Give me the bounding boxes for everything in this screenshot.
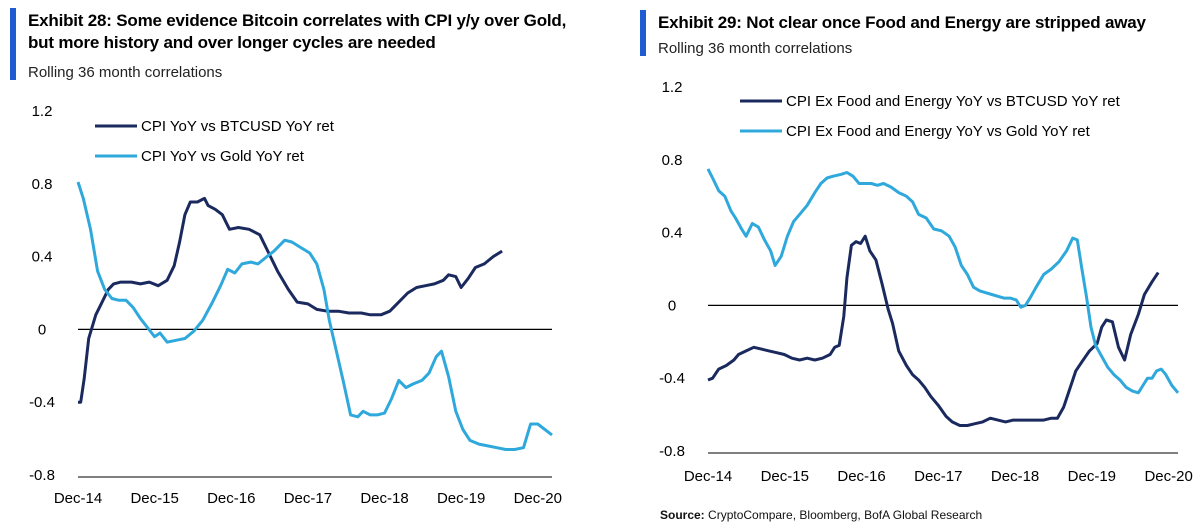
x-tick-label: Dec-20 [1144, 468, 1192, 485]
y-tick-label: 0 [668, 297, 676, 314]
exhibit-28-chart: 1.2 0.8 0.4 0 -0.4 -0.8 Dec-14 Dec-15 Dec-16 Dec-… [29, 103, 562, 507]
x-tick-label: Dec-16 [207, 490, 255, 507]
source-label: Source: [660, 508, 705, 522]
series-line-btc [78, 196, 503, 404]
title-line-2: but more history and over longer cycles … [28, 33, 436, 52]
x-tick-label: Dec-17 [284, 490, 332, 507]
series-line-btc [707, 234, 1160, 427]
y-tick-label: 1.2 [662, 79, 683, 96]
y-tick-label: 0.4 [32, 249, 53, 266]
source-text: CryptoCompare, Bloomberg, BofA Global Re… [708, 508, 983, 522]
x-tick-label: Dec-14 [684, 468, 732, 485]
x-tick-label: Dec-20 [514, 490, 562, 507]
y-tick-label: -0.8 [659, 443, 685, 460]
exhibit-28-subtitle: Rolling 36 month correlations [28, 64, 223, 81]
exhibit-28-panel: Exhibit 28: Some evidence Bitcoin correl… [0, 0, 580, 531]
x-tick-label: Dec-18 [360, 490, 408, 507]
accent-bar [640, 10, 646, 56]
y-tick-label: 0 [38, 321, 46, 338]
legend-label: CPI Ex Food and Energy YoY vs BTCUSD YoY… [786, 93, 1121, 110]
exhibit-28-title: Exhibit 28: Some evidence Bitcoin correl… [28, 10, 588, 54]
x-tick-label: Dec-15 [761, 468, 809, 485]
x-tick-label: Dec-18 [991, 468, 1039, 485]
x-tick-label: Dec-17 [914, 468, 962, 485]
x-tick-label: Dec-14 [54, 490, 102, 507]
y-tick-label: 0.4 [662, 225, 683, 242]
exhibit-29-panel: Exhibit 29: Not clear once Food and Ener… [630, 0, 1200, 531]
legend-label: CPI Ex Food and Energy YoY vs Gold YoY r… [786, 123, 1091, 140]
title-line-1: Exhibit 28: Some evidence Bitcoin correl… [28, 11, 567, 30]
exhibit-29-subtitle: Rolling 36 month correlations [658, 40, 853, 57]
x-tick-label: Dec-16 [837, 468, 885, 485]
y-tick-label: -0.4 [659, 370, 685, 387]
legend-label: CPI YoY vs Gold YoY ret [141, 148, 305, 165]
y-tick-label: -0.4 [29, 394, 55, 411]
exhibit-29-title: Exhibit 29: Not clear once Food and Ener… [658, 13, 1146, 32]
y-tick-label: 0.8 [32, 176, 53, 193]
series-line-gold [706, 168, 1180, 395]
y-tick-label: 0.8 [662, 152, 683, 169]
series-line-gold [76, 181, 553, 451]
legend-label: CPI YoY vs BTCUSD YoY ret [141, 118, 335, 135]
x-tick-label: Dec-19 [1068, 468, 1116, 485]
y-tick-label: -0.8 [29, 467, 55, 484]
x-tick-label: Dec-15 [130, 490, 178, 507]
source-note: Source: CryptoCompare, Bloomberg, BofA G… [660, 508, 982, 522]
x-tick-label: Dec-19 [437, 490, 485, 507]
y-tick-label: 1.2 [32, 103, 53, 120]
exhibit-29-chart: 1.2 0.8 0.4 0 -0.4 -0.8 Dec-14 Dec-15 Dec-16 Dec-… [659, 79, 1193, 485]
accent-bar [10, 8, 16, 80]
